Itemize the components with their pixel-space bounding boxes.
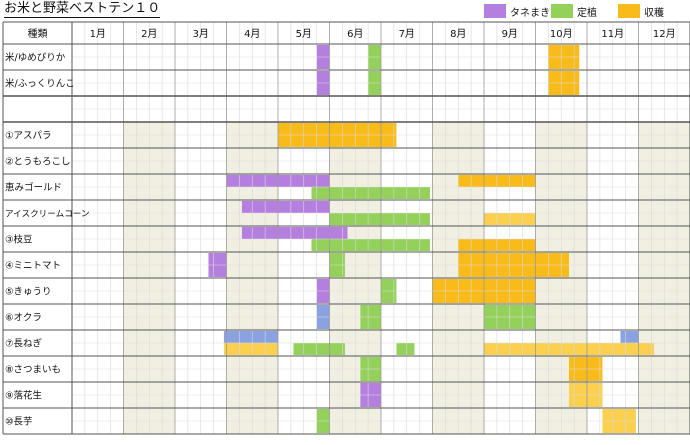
row-label: 米/ゆめぴりか — [5, 52, 66, 64]
row-label: ⑩長芋 — [5, 417, 33, 428]
page-title: お米と野菜ベストテン１０ — [4, 1, 161, 18]
legend-label-planting: 定植 — [577, 7, 597, 19]
month-header: 2月 — [141, 28, 157, 40]
month-header: 5月 — [296, 28, 312, 40]
row-label: ①アスパラ — [5, 131, 52, 142]
legend-swatch-planting — [551, 4, 573, 18]
row-label: 米/ふっくりんこ — [5, 78, 75, 90]
month-header: 9月 — [502, 28, 518, 40]
month-header: 4月 — [244, 28, 260, 40]
legend-item-harvest: 収穫 — [618, 4, 664, 19]
month-header: 6月 — [347, 28, 363, 40]
header-label-column: 種類 — [28, 27, 48, 40]
row-label: ④ミニトマト — [5, 261, 61, 272]
bar-harvest_light — [484, 343, 654, 355]
bar-plant — [311, 239, 430, 251]
bar-plant — [293, 343, 345, 355]
legend-swatch-seeding — [484, 4, 506, 18]
month-header: 1月 — [90, 28, 106, 40]
row-label: ③枝豆 — [5, 234, 33, 246]
legend-label-harvest: 収穫 — [644, 7, 664, 19]
month-header: 12月 — [653, 28, 676, 40]
bar-plant — [396, 343, 415, 355]
row-label: ②とうもろこし — [5, 157, 71, 168]
row-label: ⑤きゅうり — [5, 287, 52, 298]
row-label: ⑦長ねぎ — [5, 338, 43, 350]
row-label: アイスクリームコーン — [5, 209, 90, 220]
month-header: 7月 — [399, 28, 415, 40]
month-header: 11月 — [601, 28, 624, 40]
legend-swatch-harvest — [618, 4, 640, 18]
month-header: 3月 — [193, 28, 209, 40]
bar-blue — [223, 331, 278, 343]
row-label: ⑧さつまいも — [5, 365, 61, 376]
bar-plant — [329, 213, 430, 225]
bar-blue — [620, 331, 639, 343]
bar-harvest_light — [223, 343, 278, 355]
bar-plant — [311, 187, 430, 199]
row-label: 恵みゴールド — [5, 182, 62, 194]
month-header: 8月 — [450, 28, 466, 40]
bar-seed — [241, 201, 330, 213]
legend-item-planting: 定植 — [551, 4, 597, 19]
legend-item-seeding: タネまき — [484, 4, 550, 19]
month-header: 10月 — [550, 28, 573, 40]
row-label: ⑨落花生 — [5, 390, 43, 402]
row-label: ⑥オクラ — [5, 313, 42, 324]
bar-seed — [241, 227, 348, 239]
legend-label-seeding: タネまき — [510, 7, 550, 19]
